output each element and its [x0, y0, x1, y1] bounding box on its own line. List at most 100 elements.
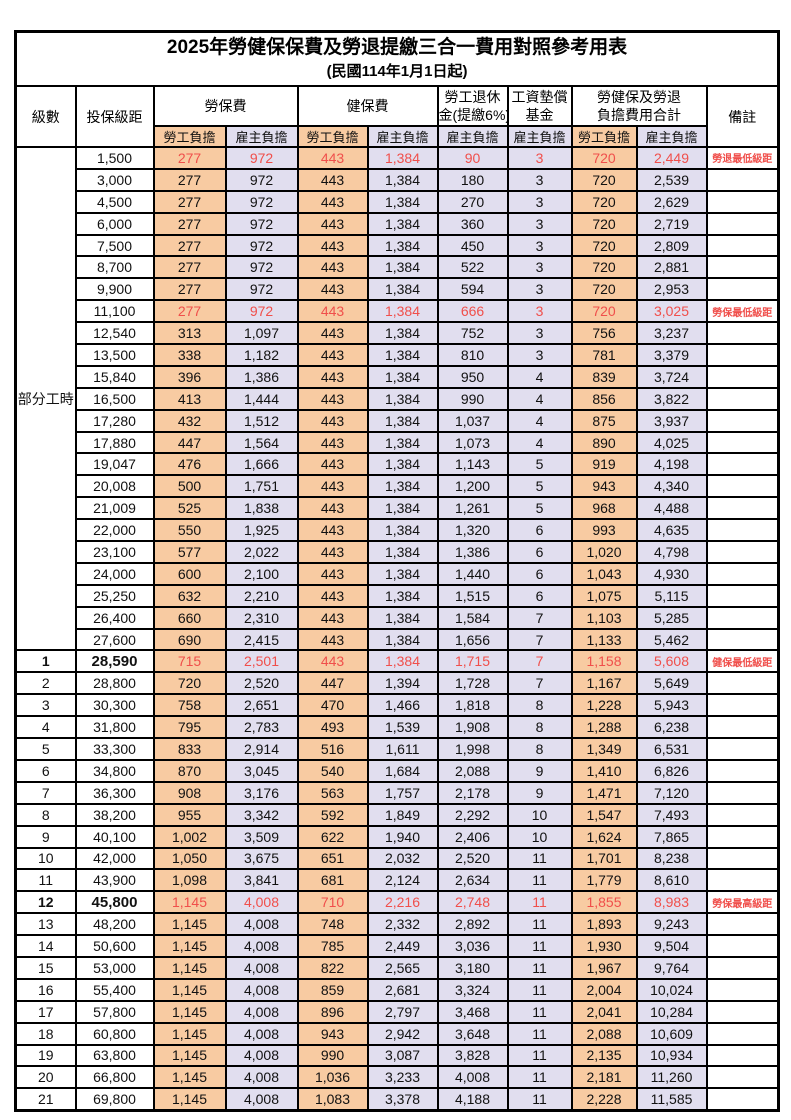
cell-pension-employer: 4,188 [436, 1087, 509, 1112]
cell-bracket: 60,800 [74, 1021, 155, 1046]
table-row: 部分工時 1,500 277 972 443 1,384 90 3 720 2,449 勞退最低級距 [14, 145, 780, 652]
cell-total-employer: 9,504 [635, 934, 708, 958]
cell-pension-employer: 2,406 [436, 824, 509, 849]
cell-labor-employer: 2,501 [224, 649, 299, 674]
cell-level: 5 [14, 737, 77, 761]
cell-labor-employer: 4,008 [224, 890, 299, 915]
table-row: 13,500 338 1,182 443 1,384 810 3 781 3,379 [16, 343, 780, 367]
cell-pension-employer: 1,715 [436, 649, 509, 674]
subheader-total-employer: 雇主負擔 [635, 125, 708, 148]
cell-remark [705, 474, 780, 499]
cell-bracket: 15,840 [74, 364, 155, 389]
cell-health-employee: 443 [296, 605, 369, 630]
cell-total-employee: 2,135 [570, 1043, 638, 1068]
cell-labor-employer: 1,097 [224, 321, 299, 346]
cell-wage-fund-employer: 11 [506, 1043, 573, 1068]
cell-remark [705, 583, 780, 608]
table-row: 10 42,000 1,050 3,675 651 2,032 2,520 11 1,701 8,… [14, 846, 780, 871]
cell-wage-fund-employer: 3 [506, 343, 573, 367]
cell-level: 15 [14, 955, 77, 980]
cell-bracket: 28,800 [74, 671, 155, 696]
cell-labor-employee: 870 [152, 758, 227, 783]
cell-total-employer: 10,024 [635, 977, 708, 1002]
cell-health-employer: 2,124 [366, 868, 439, 893]
cell-pension-employer: 360 [436, 211, 509, 236]
cell-labor-employer: 3,342 [224, 802, 299, 827]
cell-remark [705, 167, 780, 192]
cell-health-employer: 2,797 [366, 999, 439, 1024]
subheader-wage-fund-employer: 雇主負擔 [506, 125, 573, 148]
cell-bracket: 48,200 [74, 912, 155, 937]
table-row: 11,100 277 972 443 1,384 666 3 720 3,025 勞保最低級距 [16, 299, 780, 324]
cell-health-employee: 1,083 [296, 1087, 369, 1112]
table-row: 12 45,800 1,145 4,008 710 2,216 2,748 11 1,855 8,… [14, 890, 780, 915]
cell-wage-fund-employer: 3 [506, 321, 573, 346]
cell-pension-employer: 3,324 [436, 977, 509, 1002]
cell-wage-fund-employer: 6 [506, 518, 573, 543]
cell-total-employee: 919 [570, 452, 638, 477]
cell-labor-employer: 2,022 [224, 540, 299, 564]
title-block: 2025年勞健保保費及勞退提繳三合一費用對照參考用表 (民國114年1月1日起) [14, 30, 780, 87]
cell-labor-employer: 1,386 [224, 364, 299, 389]
table-row: 16 55,400 1,145 4,008 859 2,681 3,324 11 2,004 10… [14, 977, 780, 1002]
table-row: 11 43,900 1,098 3,841 681 2,124 2,634 11 1,779 8,… [14, 868, 780, 893]
cell-total-employer: 6,826 [635, 758, 708, 783]
cell-total-employer: 4,798 [635, 540, 708, 564]
cell-total-employer: 2,809 [635, 233, 708, 258]
cell-total-employer: 2,719 [635, 211, 708, 236]
cell-bracket: 31,800 [74, 715, 155, 740]
cell-labor-employer: 1,666 [224, 452, 299, 477]
cell-wage-fund-employer: 8 [506, 715, 573, 740]
cell-total-employer: 2,881 [635, 255, 708, 280]
cell-labor-employee: 396 [152, 364, 227, 389]
cell-pension-employer: 4,008 [436, 1065, 509, 1090]
cell-labor-employer: 3,045 [224, 758, 299, 783]
cell-level: 19 [14, 1043, 77, 1068]
cell-total-employee: 1,410 [570, 758, 638, 783]
table-row: 5 33,300 833 2,914 516 1,611 1,998 8 1,349 6,531 [14, 737, 780, 761]
cell-labor-employee: 715 [152, 649, 227, 674]
cell-health-employee: 443 [296, 518, 369, 543]
cell-wage-fund-employer: 5 [506, 496, 573, 521]
cell-remark [705, 343, 780, 367]
cell-health-employee: 443 [296, 540, 369, 564]
cell-pension-employer: 1,320 [436, 518, 509, 543]
cell-health-employee: 859 [296, 977, 369, 1002]
cell-health-employer: 1,384 [366, 343, 439, 367]
cell-wage-fund-employer: 6 [506, 561, 573, 586]
cell-pension-employer: 666 [436, 299, 509, 324]
cell-health-employee: 443 [296, 189, 369, 214]
cell-total-employer: 8,238 [635, 846, 708, 871]
cell-total-employer: 9,243 [635, 912, 708, 937]
cell-total-employee: 720 [570, 189, 638, 214]
cell-health-employer: 1,384 [366, 649, 439, 674]
cell-health-employer: 1,384 [366, 561, 439, 586]
cell-labor-employer: 2,520 [224, 671, 299, 696]
cell-total-employer: 7,493 [635, 802, 708, 827]
cell-total-employer: 5,608 [635, 649, 708, 674]
cell-health-employee: 443 [296, 474, 369, 499]
subheader-labor-employee: 勞工負擔 [152, 125, 227, 148]
cell-total-employee: 1,103 [570, 605, 638, 630]
cell-labor-employer: 1,512 [224, 408, 299, 433]
cell-labor-employee: 1,145 [152, 934, 227, 958]
cell-labor-employer: 2,415 [224, 627, 299, 652]
cell-labor-employee: 1,002 [152, 824, 227, 849]
cell-level: 10 [14, 846, 77, 871]
cell-remark [705, 408, 780, 433]
subheader-labor-employer: 雇主負擔 [224, 125, 299, 148]
cell-total-employer: 11,585 [635, 1087, 708, 1112]
cell-total-employee: 1,471 [570, 780, 638, 805]
cell-health-employee: 493 [296, 715, 369, 740]
cell-labor-employee: 277 [152, 299, 227, 324]
cell-total-employee: 1,228 [570, 693, 638, 718]
cell-health-employee: 651 [296, 846, 369, 871]
cell-wage-fund-employer: 11 [506, 890, 573, 915]
cell-health-employee: 1,036 [296, 1065, 369, 1090]
cell-health-employee: 443 [296, 321, 369, 346]
cell-labor-employer: 1,444 [224, 386, 299, 411]
cell-total-employer: 4,198 [635, 452, 708, 477]
cell-total-employee: 1,075 [570, 583, 638, 608]
cell-labor-employer: 3,509 [224, 824, 299, 849]
cell-total-employer: 3,237 [635, 321, 708, 346]
